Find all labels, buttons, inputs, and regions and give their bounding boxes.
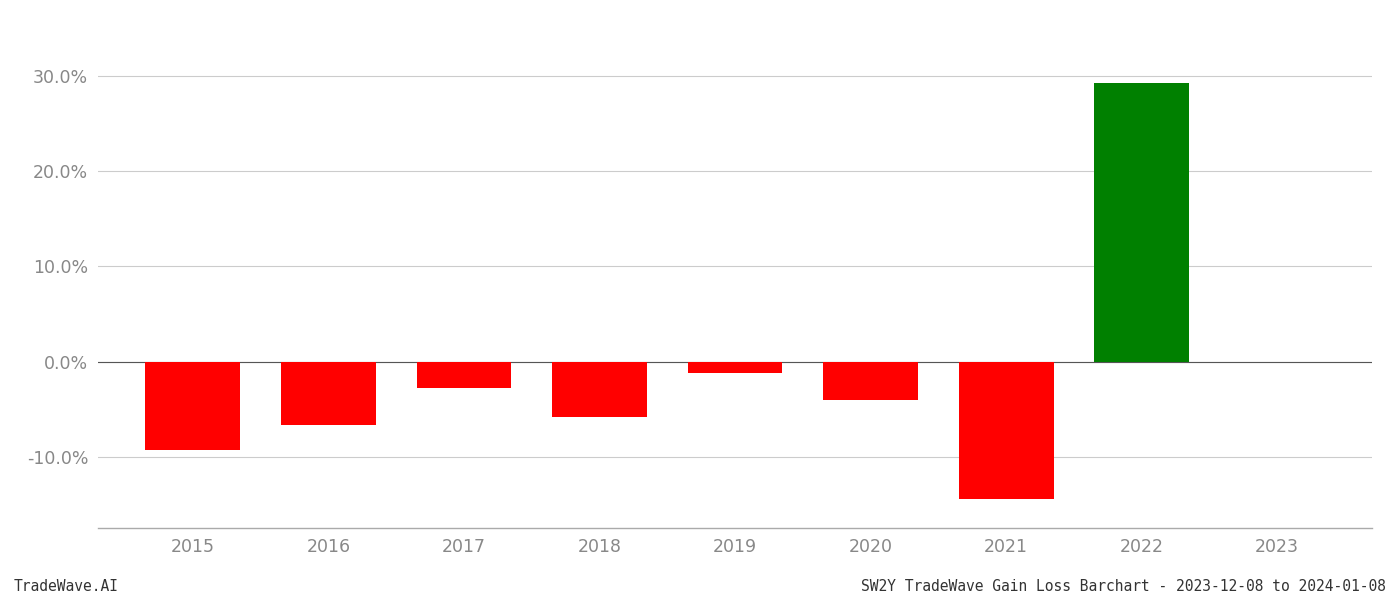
Bar	[687, 362, 783, 373]
Text: SW2Y TradeWave Gain Loss Barchart - 2023-12-08 to 2024-01-08: SW2Y TradeWave Gain Loss Barchart - 2023…	[861, 579, 1386, 594]
Bar	[823, 362, 918, 400]
Bar	[552, 362, 647, 417]
Bar	[281, 362, 375, 425]
Text: TradeWave.AI: TradeWave.AI	[14, 579, 119, 594]
Bar	[146, 362, 241, 450]
Bar	[417, 362, 511, 388]
Bar	[1095, 83, 1189, 362]
Bar	[959, 362, 1054, 499]
